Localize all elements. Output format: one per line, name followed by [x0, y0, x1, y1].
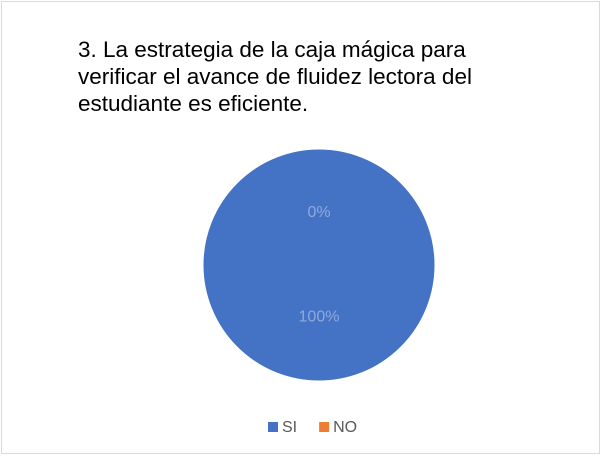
pie-slice: [202, 148, 436, 382]
legend-swatch: [268, 422, 278, 432]
chart-title: 3. La estrategia de la caja mágica para …: [78, 37, 472, 116]
legend-swatch: [319, 422, 330, 432]
legend-label: NO: [333, 419, 357, 436]
data-label: 0%: [307, 204, 330, 221]
data-label: 100%: [299, 308, 340, 325]
legend-label: SI: [282, 419, 297, 436]
